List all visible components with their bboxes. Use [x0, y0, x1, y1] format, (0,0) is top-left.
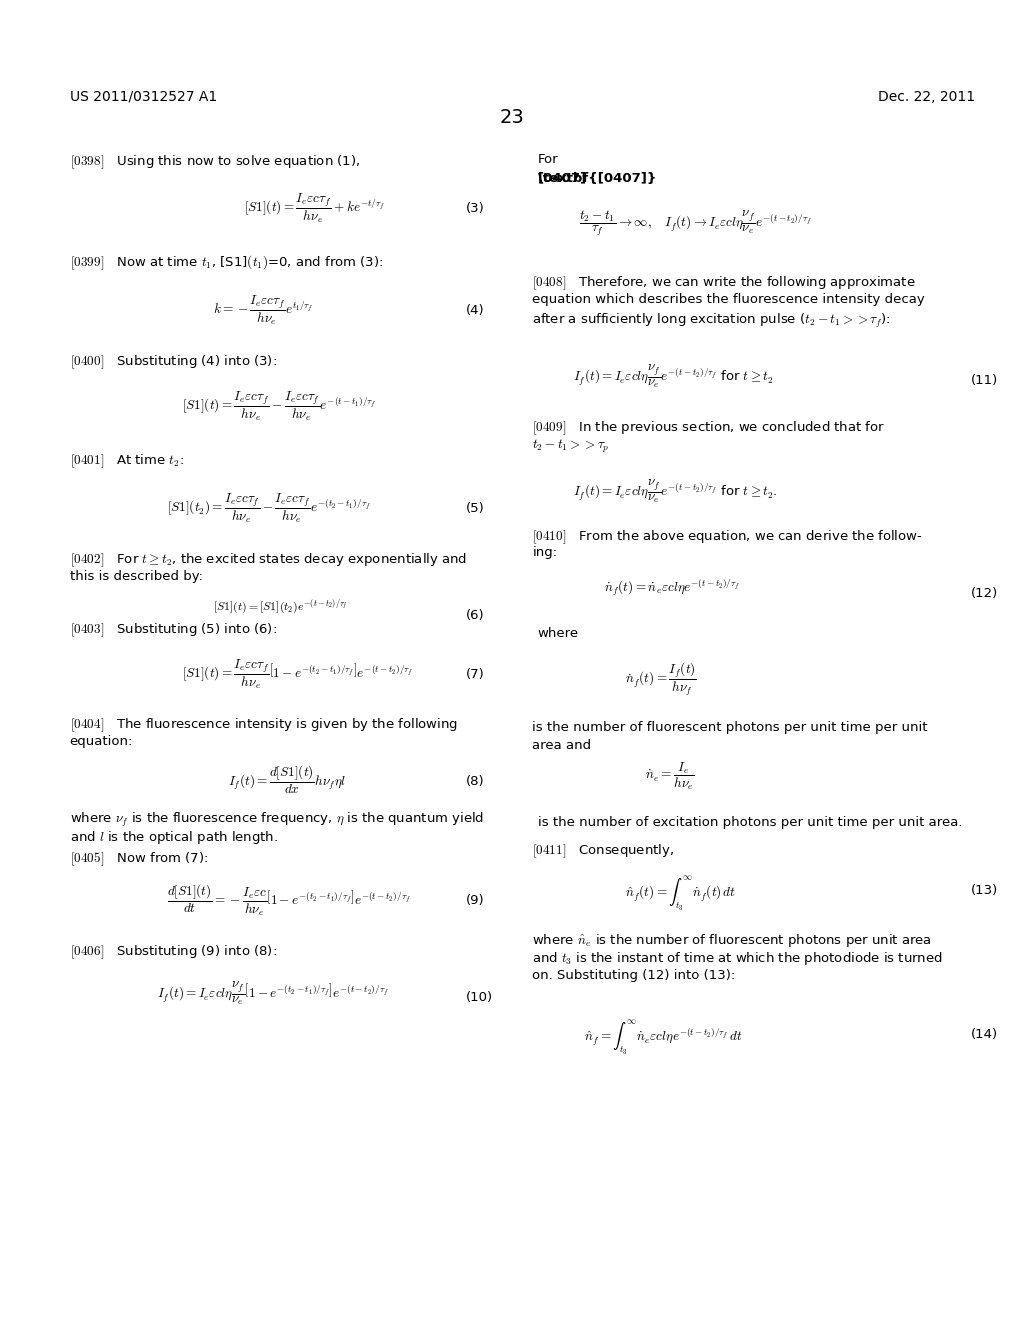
- Text: 23: 23: [500, 108, 524, 127]
- Text: equation which describes the fluorescence intensity decay: equation which describes the fluorescenc…: [532, 293, 926, 306]
- Text: For: For: [538, 153, 558, 166]
- Text: ing:: ing:: [532, 546, 558, 560]
- Text: $\mathbf{[0403]}$   Substituting (5) into (6):: $\mathbf{[0403]}$ Substituting (5) into …: [70, 622, 276, 639]
- Text: $\hat{n}_f = \int_{t_3}^{\infty} \dot{n}_e\varepsilon cl\eta e^{-(t-t_2)/\tau_f}: $\hat{n}_f = \int_{t_3}^{\infty} \dot{n}…: [584, 1018, 742, 1056]
- Text: $[S1](t) = \dfrac{I_e\varepsilon c\tau_f}{h\nu_e} + ke^{-t/\tau_f}$: $[S1](t) = \dfrac{I_e\varepsilon c\tau_f…: [244, 191, 385, 226]
- Text: where: where: [538, 627, 579, 640]
- Text: is the number of fluorescent photons per unit time per unit: is the number of fluorescent photons per…: [532, 721, 928, 734]
- Text: (7): (7): [466, 668, 484, 681]
- Text: $\mathbf{[0408]}$   Therefore, we can write the following approximate: $\mathbf{[0408]}$ Therefore, we can writ…: [532, 275, 916, 292]
- Text: and $t_3$ is the instant of time at which the photodiode is turned: and $t_3$ is the instant of time at whic…: [532, 950, 943, 968]
- Text: $\dfrac{d[S1](t)}{dt} = -\dfrac{I_e\varepsilon c}{h\nu_e}\left[1 - e^{-(t_2-t_1): $\dfrac{d[S1](t)}{dt} = -\dfrac{I_e\vare…: [167, 883, 411, 919]
- Text: is the number of excitation photons per unit time per unit area.: is the number of excitation photons per …: [538, 816, 963, 829]
- Text: $[S1](t)=[S1](t_2)e^{-(t-t_2)/\tau_f}$: $[S1](t)=[S1](t_2)e^{-(t-t_2)/\tau_f}$: [213, 598, 348, 616]
- Text: (14): (14): [971, 1028, 997, 1041]
- Text: $\mathbf{[0400]}$   Substituting (4) into (3):: $\mathbf{[0400]}$ Substituting (4) into …: [70, 354, 276, 371]
- Text: $[S1](t_2) = \dfrac{I_e\varepsilon c\tau_f}{h\nu_e} - \dfrac{I_e\varepsilon c\ta: $[S1](t_2) = \dfrac{I_e\varepsilon c\tau…: [167, 491, 371, 525]
- Text: $\mathbf{[0410]}$   From the above equation, we can derive the follow-: $\mathbf{[0410]}$ From the above equatio…: [532, 528, 923, 545]
- Text: $\dot{n}_e = \dfrac{I_e}{h\nu_e}$: $\dot{n}_e = \dfrac{I_e}{h\nu_e}$: [645, 760, 695, 792]
- Text: $\mathbf{[0406]}$   Substituting (9) into (8):: $\mathbf{[0406]}$ Substituting (9) into …: [70, 944, 276, 961]
- Text: $\dot{n}_f(t) = \dfrac{I_f(t)}{h\nu_f}$: $\dot{n}_f(t) = \dfrac{I_f(t)}{h\nu_f}$: [625, 660, 696, 697]
- Text: (4): (4): [466, 304, 484, 317]
- Text: (3): (3): [466, 202, 484, 215]
- Text: $k = -\dfrac{I_e\varepsilon c\tau_f}{h\nu_e} e^{t_1/\tau_f}$: $k = -\dfrac{I_e\varepsilon c\tau_f}{h\n…: [213, 293, 313, 327]
- Text: and $l$ is the optical path length.: and $l$ is the optical path length.: [70, 829, 278, 846]
- Text: $I_f(t) = I_e\varepsilon cl\eta \dfrac{\nu_f}{\nu_e} e^{-(t-t_2)/\tau_f}$ for $t: $I_f(t) = I_e\varepsilon cl\eta \dfrac{\…: [573, 363, 774, 389]
- Text: $\mathbf{[0399]}$   Now at time $t_1$, [S1]$(t_1)$=0, and from (3):: $\mathbf{[0399]}$ Now at time $t_1$, [S1…: [70, 253, 383, 272]
- Text: US 2011/0312527 A1: US 2011/0312527 A1: [70, 90, 217, 104]
- Text: (6): (6): [466, 609, 484, 622]
- Text: $\mathbf{[0402]}$   For $t{\geq}t_2$, the excited states decay exponentially and: $\mathbf{[0402]}$ For $t{\geq}t_2$, the …: [70, 552, 467, 569]
- Text: (13): (13): [971, 884, 998, 898]
- Text: $\mathbf{[0405]}$   Now from (7):: $\mathbf{[0405]}$ Now from (7):: [70, 850, 208, 867]
- Text: $\mathbf{[0401]}$   At time $t_2$:: $\mathbf{[0401]}$ At time $t_2$:: [70, 453, 183, 470]
- Text: on. Substituting (12) into (13):: on. Substituting (12) into (13):: [532, 969, 735, 982]
- Text: $\mathbf{[0398]}$   Using this now to solve equation (1),: $\mathbf{[0398]}$ Using this now to solv…: [70, 153, 359, 170]
- Text: $\mathbf{[0404]}$   The fluorescence intensity is given by the following: $\mathbf{[0404]}$ The fluorescence inten…: [70, 717, 458, 734]
- Text: (5): (5): [466, 502, 484, 515]
- Text: (11): (11): [971, 374, 998, 387]
- Text: after a sufficiently long excitation pulse ($t_2-t_1>>\tau_f$):: after a sufficiently long excitation pul…: [532, 312, 891, 330]
- Text: $I_f(t) = I_e\varepsilon cl\eta \dfrac{\nu_f}{\nu_e}\left[1 - e^{-(t_2-t_1)/\tau: $I_f(t) = I_e\varepsilon cl\eta \dfrac{\…: [157, 981, 388, 1007]
- Text: $I_f(t) = I_e\varepsilon cl\eta \dfrac{\nu_f}{\nu_e} e^{-(t-t_2)/\tau_f}$ for $t: $I_f(t) = I_e\varepsilon cl\eta \dfrac{\…: [573, 478, 778, 504]
- Text: (12): (12): [971, 587, 998, 601]
- Text: this is described by:: this is described by:: [70, 570, 203, 583]
- Text: equation:: equation:: [70, 735, 133, 748]
- Text: (9): (9): [466, 894, 484, 907]
- Text: $\dfrac{t_2 - t_1}{\tau_f} \to \infty, \quad I_f(t) \to I_e\varepsilon cl\eta \d: $\dfrac{t_2 - t_1}{\tau_f} \to \infty, \…: [579, 209, 811, 238]
- Text: Dec. 22, 2011: Dec. 22, 2011: [878, 90, 975, 104]
- Text: where $\hat{n}_e$ is the number of fluorescent photons per unit area: where $\hat{n}_e$ is the number of fluor…: [532, 932, 932, 949]
- Text: where $\nu_f$ is the fluorescence frequency, $\eta$ is the quantum yield: where $\nu_f$ is the fluorescence freque…: [70, 810, 483, 829]
- Text: area and: area and: [532, 739, 592, 752]
- Text: $\mathbf{[0411]}$   Consequently,: $\mathbf{[0411]}$ Consequently,: [532, 842, 675, 859]
- Text: $[S1](t) = \dfrac{I_e\varepsilon c\tau_f}{h\nu_e} - \dfrac{I_e\varepsilon c\tau_: $[S1](t) = \dfrac{I_e\varepsilon c\tau_f…: [182, 389, 377, 424]
- Text: [0407]: [0407]: [538, 172, 587, 185]
- Text: \textbf{[0407]}: \textbf{[0407]}: [538, 172, 656, 185]
- Text: $\mathbf{[0409]}$   In the previous section, we concluded that for: $\mathbf{[0409]}$ In the previous sectio…: [532, 420, 886, 437]
- Text: $[S1](t) = \dfrac{I_e\varepsilon c\tau_f}{h\nu_e}\left[1 - e^{-(t_2-t_1)/\tau_f}: $[S1](t) = \dfrac{I_e\varepsilon c\tau_f…: [182, 657, 414, 692]
- Text: $\dot{n}_f(t) = \dot{n}_e\varepsilon cl\eta e^{-(t-t_2)/\tau_f}$: $\dot{n}_f(t) = \dot{n}_e\varepsilon cl\…: [604, 577, 740, 598]
- Text: $t_2-t_1>>\tau_p$: $t_2-t_1>>\tau_p$: [532, 438, 610, 455]
- Text: $\hat{n}_f(t) = \int_{t_3}^{\infty} \dot{n}_f(t)\,dt$: $\hat{n}_f(t) = \int_{t_3}^{\infty} \dot…: [625, 874, 736, 912]
- Text: (10): (10): [466, 991, 493, 1005]
- Text: $I_f(t) = \dfrac{d[S1](t)}{dx} h\nu_f \eta l$: $I_f(t) = \dfrac{d[S1](t)}{dx} h\nu_f \e…: [228, 764, 346, 796]
- Text: (8): (8): [466, 775, 484, 788]
